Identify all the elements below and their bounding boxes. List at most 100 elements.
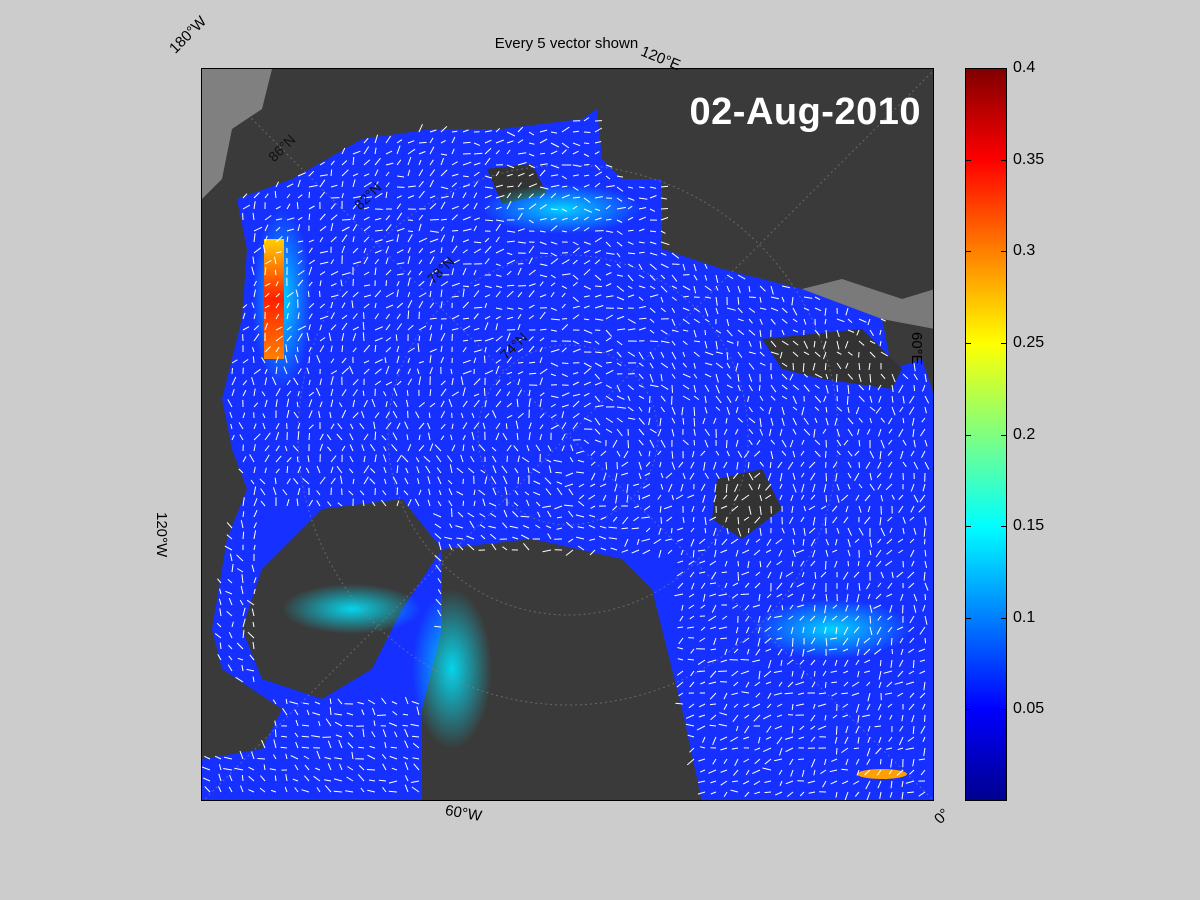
velocity-vector <box>657 494 662 500</box>
velocity-vector <box>724 648 728 655</box>
velocity-vector <box>924 406 927 414</box>
velocity-vector <box>919 626 926 635</box>
velocity-vector <box>846 593 849 603</box>
velocity-vector <box>671 351 677 360</box>
velocity-vector <box>473 422 480 430</box>
velocity-vector <box>718 670 728 672</box>
velocity-vector <box>253 486 257 496</box>
velocity-vector <box>390 746 398 749</box>
velocity-vector <box>781 417 785 427</box>
velocity-vector <box>735 406 739 413</box>
velocity-vector <box>622 516 629 525</box>
velocity-vector <box>880 494 884 502</box>
velocity-vector <box>713 494 717 503</box>
velocity-vector <box>578 483 585 488</box>
velocity-vector <box>523 542 530 551</box>
velocity-vector <box>803 296 813 299</box>
velocity-vector <box>429 195 436 199</box>
velocity-vector <box>347 742 354 749</box>
velocity-vector <box>371 398 376 408</box>
velocity-vector <box>491 446 497 452</box>
velocity-vector <box>247 631 255 639</box>
velocity-vector <box>873 604 882 609</box>
velocity-vector <box>700 582 706 589</box>
velocity-vector <box>308 356 310 364</box>
velocity-vector <box>755 571 761 576</box>
velocity-vector <box>462 129 469 133</box>
velocity-vector <box>286 409 290 419</box>
velocity-vector <box>814 307 822 312</box>
velocity-vector <box>327 740 332 749</box>
velocity-vector <box>550 414 557 419</box>
velocity-vector <box>440 289 443 298</box>
velocity-vector <box>905 747 915 750</box>
velocity-vector <box>660 329 668 335</box>
velocity-vector <box>506 200 512 210</box>
velocity-vector <box>777 703 783 708</box>
velocity-vector <box>429 129 437 133</box>
velocity-vector <box>528 131 535 136</box>
velocity-vector <box>841 615 849 622</box>
velocity-vector <box>776 593 783 598</box>
velocity-vector <box>440 345 443 353</box>
velocity-vector <box>742 780 750 785</box>
velocity-vector <box>621 549 629 553</box>
velocity-vector <box>270 789 277 793</box>
velocity-vector <box>616 417 623 423</box>
velocity-vector <box>792 549 796 558</box>
velocity-vector <box>273 739 277 749</box>
velocity-vector <box>473 500 476 507</box>
velocity-vector <box>922 384 926 392</box>
velocity-vector <box>325 718 332 727</box>
velocity-vector <box>858 318 867 323</box>
velocity-vector <box>778 769 783 775</box>
velocity-vector <box>294 764 299 771</box>
velocity-vector <box>418 214 424 221</box>
velocity-vector <box>784 736 794 740</box>
velocity-vector <box>869 417 872 424</box>
velocity-vector <box>735 626 739 634</box>
velocity-vector <box>363 225 371 232</box>
velocity-vector <box>723 791 728 798</box>
velocity-vector <box>660 406 666 413</box>
velocity-vector <box>521 457 530 463</box>
velocity-vector <box>919 494 926 503</box>
velocity-vector <box>341 147 346 155</box>
velocity-vector <box>594 171 603 177</box>
velocity-vector <box>645 527 651 533</box>
velocity-vector <box>810 538 816 547</box>
velocity-vector <box>274 477 277 485</box>
velocity-vector <box>847 461 852 468</box>
velocity-vector <box>768 406 772 415</box>
velocity-vector <box>264 377 268 386</box>
velocity-vector <box>713 417 717 424</box>
velocity-vector <box>832 461 838 469</box>
velocity-vector <box>665 538 673 541</box>
velocity-vector <box>231 621 234 628</box>
velocity-vector <box>483 388 486 397</box>
velocity-vector <box>660 285 668 293</box>
velocity-vector <box>473 217 480 221</box>
velocity-vector <box>572 422 579 430</box>
velocity-vector <box>713 527 717 537</box>
velocity-vector <box>514 490 519 496</box>
velocity-vector <box>319 280 322 287</box>
velocity-vector <box>308 213 311 221</box>
velocity-vector <box>847 527 852 536</box>
velocity-vector <box>319 345 325 353</box>
velocity-vector <box>720 769 728 773</box>
velocity-vector <box>803 307 810 311</box>
velocity-vector <box>737 516 740 525</box>
velocity-vector <box>605 263 611 267</box>
velocity-vector <box>690 538 695 547</box>
velocity-vector <box>834 560 838 568</box>
velocity-vector <box>745 626 750 634</box>
velocity-vector <box>867 318 871 326</box>
velocity-vector <box>770 439 776 445</box>
velocity-vector <box>725 516 728 523</box>
velocity-vector <box>484 157 491 166</box>
velocity-vector <box>709 560 717 566</box>
velocity-vector <box>352 291 359 298</box>
velocity-vector <box>282 708 288 716</box>
velocity-vector <box>407 169 411 177</box>
